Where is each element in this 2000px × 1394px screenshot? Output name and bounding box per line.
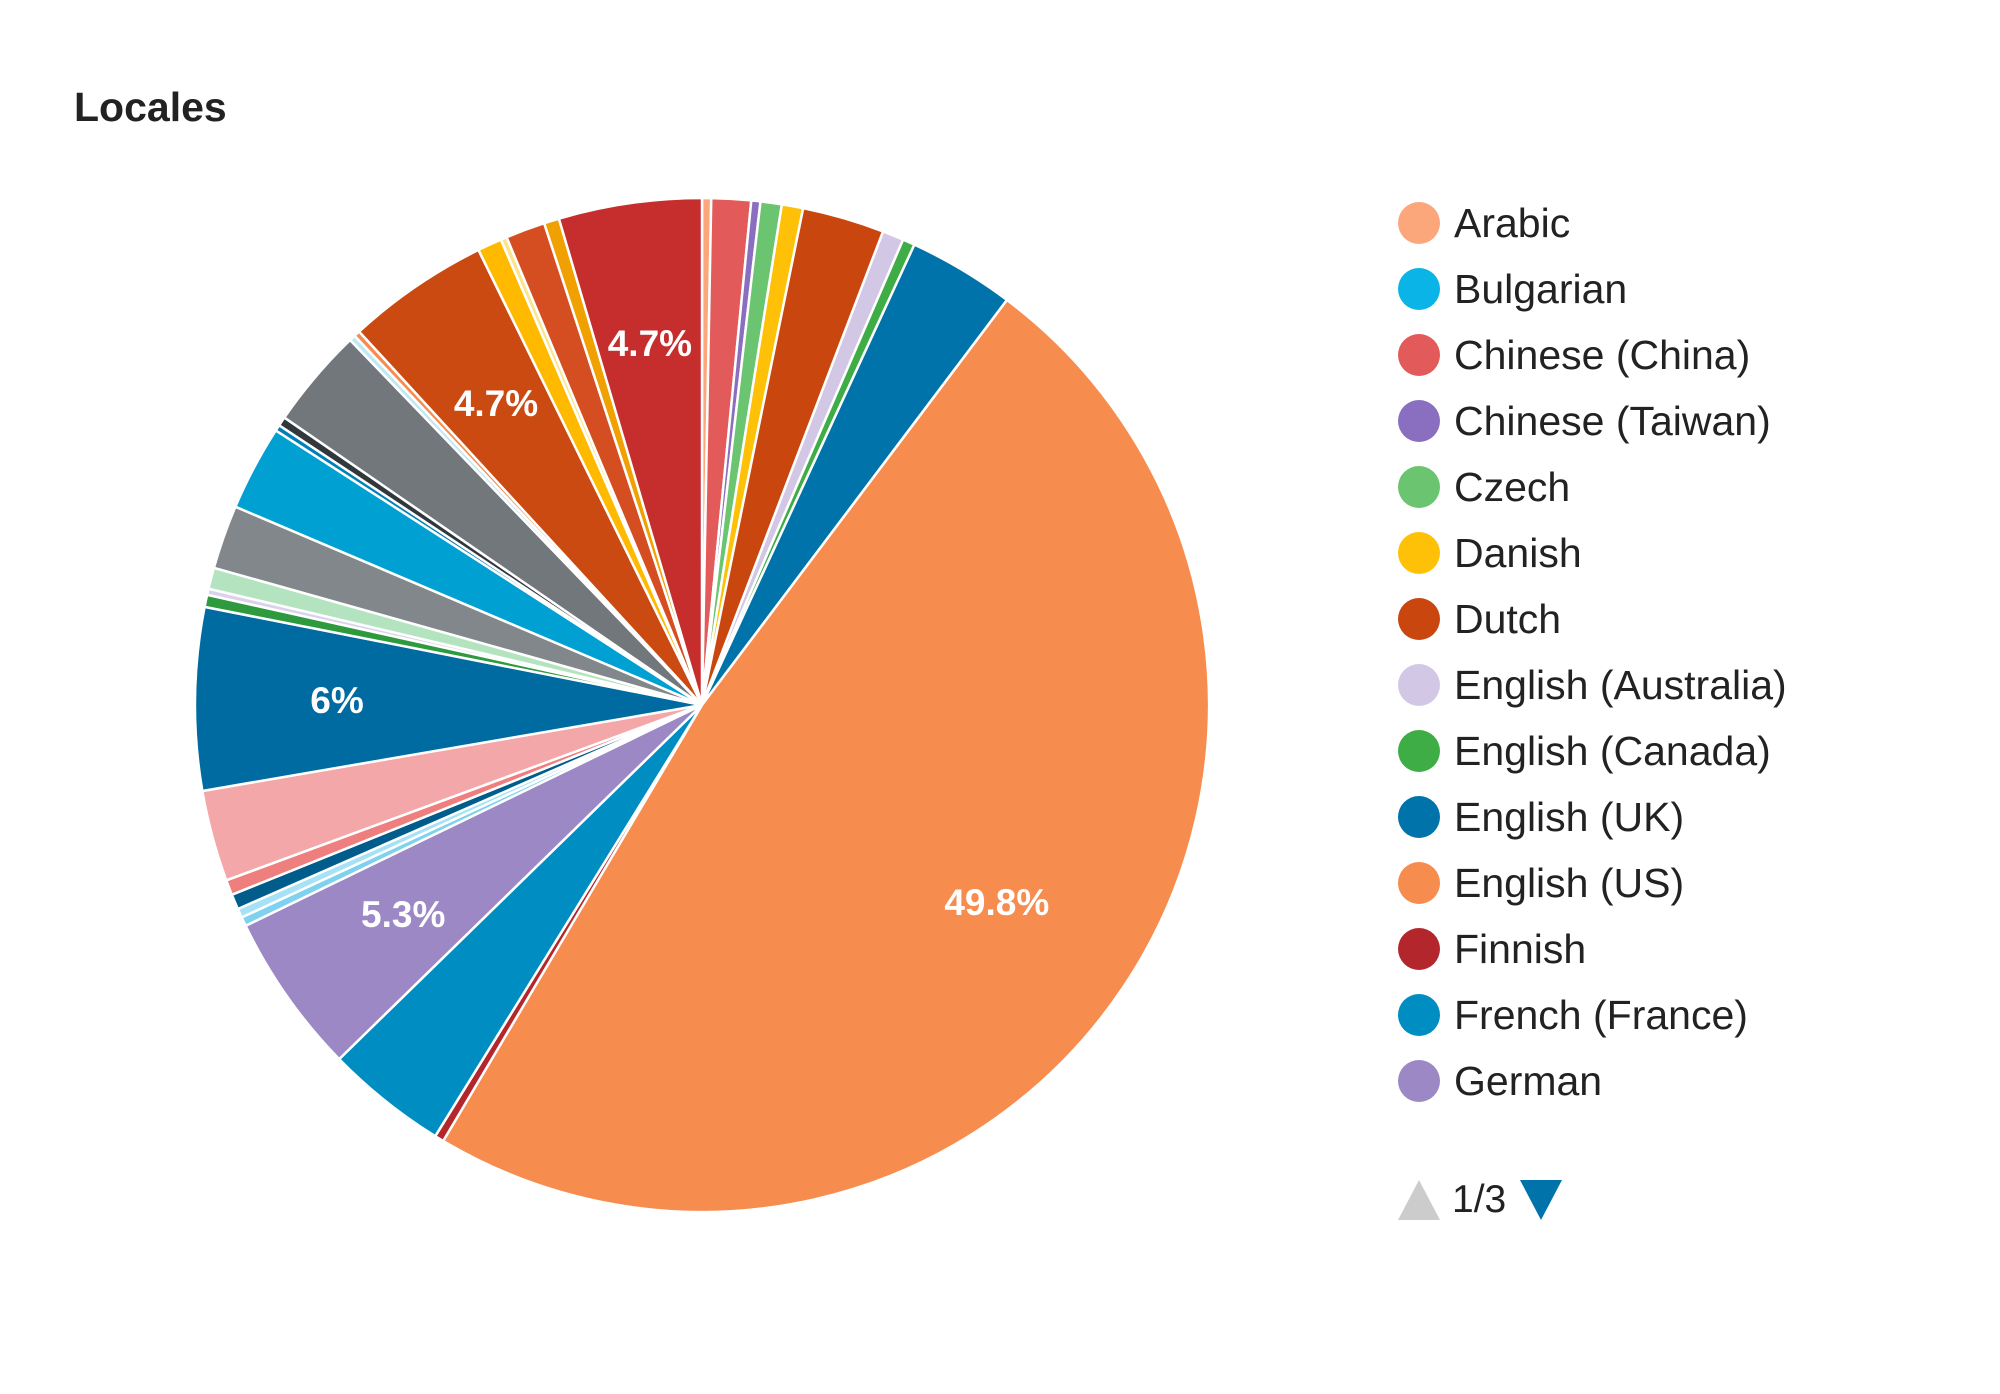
legend-label: English (US) — [1454, 859, 1685, 906]
legend-item-french-france[interactable]: French (France) — [1398, 982, 1958, 1048]
legend-item-dutch[interactable]: Dutch — [1398, 586, 1958, 652]
pie-slice-label: 4.7% — [454, 383, 538, 424]
pie-slice-labels: 49.8% 5.3% 6% 4.7% 4.7% — [310, 323, 1049, 935]
chart-title: Locales — [74, 84, 227, 130]
legend-item-arabic[interactable]: Arabic — [1398, 190, 1958, 256]
legend-pager: 1/3 — [1398, 1172, 1563, 1228]
legend-label: Finnish — [1454, 925, 1587, 972]
legend-swatch — [1398, 796, 1440, 838]
legend-label: German — [1454, 1057, 1603, 1104]
legend-swatch — [1398, 400, 1440, 442]
legend-swatch — [1398, 268, 1440, 310]
legend: Arabic Bulgarian Chinese (China) Chinese (T… — [1398, 190, 1958, 1114]
legend-item-english-uk[interactable]: English (UK) — [1398, 784, 1958, 850]
legend-swatch — [1398, 730, 1440, 772]
legend-item-english-us[interactable]: English (US) — [1398, 850, 1958, 916]
legend-label: French (France) — [1454, 991, 1748, 1038]
legend-label: English (UK) — [1454, 793, 1685, 840]
legend-swatch — [1398, 598, 1440, 640]
pie-slices — [193, 196, 1211, 1214]
legend-swatch — [1398, 202, 1440, 244]
pie-slice-english-us[interactable] — [441, 298, 1211, 1214]
legend-swatch — [1398, 994, 1440, 1036]
legend-swatch — [1398, 532, 1440, 574]
legend-label: Dutch — [1454, 595, 1562, 642]
legend-item-bulgarian[interactable]: Bulgarian — [1398, 256, 1958, 322]
legend-label: Chinese (China) — [1454, 331, 1751, 378]
legend-prev-page-button[interactable] — [1398, 1180, 1440, 1220]
legend-label: Arabic — [1454, 199, 1571, 246]
legend-item-german[interactable]: German — [1398, 1048, 1958, 1114]
legend-item-czech[interactable]: Czech — [1398, 454, 1958, 520]
legend-swatch — [1398, 334, 1440, 376]
legend-label: Bulgarian — [1454, 265, 1628, 312]
legend-swatch — [1398, 664, 1440, 706]
legend-item-finnish[interactable]: Finnish — [1398, 916, 1958, 982]
legend-item-chinese-china[interactable]: Chinese (China) — [1398, 322, 1958, 388]
pie-slice-label: 4.7% — [608, 323, 692, 364]
pie-slice-other-34[interactable] — [557, 196, 704, 706]
legend-label: English (Canada) — [1454, 727, 1771, 774]
legend-swatch — [1398, 1060, 1440, 1102]
pie-slice-label: 6% — [310, 680, 363, 721]
legend-item-english-australia[interactable]: English (Australia) — [1398, 652, 1958, 718]
legend-swatch — [1398, 466, 1440, 508]
legend-swatch — [1398, 862, 1440, 904]
legend-item-english-canada[interactable]: English (Canada) — [1398, 718, 1958, 784]
pie-slice-other-18[interactable] — [193, 605, 703, 793]
legend-swatch — [1398, 928, 1440, 970]
pie-slice-german[interactable] — [243, 703, 703, 1061]
legend-label: Danish — [1454, 529, 1582, 576]
legend-item-danish[interactable]: Danish — [1398, 520, 1958, 586]
legend-item-chinese-taiwan[interactable]: Chinese (Taiwan) — [1398, 388, 1958, 454]
legend-page-indicator: 1/3 — [1452, 1178, 1507, 1221]
pie-slice-label: 49.8% — [944, 882, 1049, 923]
legend-label: Czech — [1454, 463, 1571, 510]
pie-slice-label: 5.3% — [361, 894, 445, 935]
legend-label: English (Australia) — [1454, 661, 1787, 708]
legend-next-page-button[interactable] — [1520, 1180, 1563, 1220]
legend-label: Chinese (Taiwan) — [1454, 397, 1771, 444]
